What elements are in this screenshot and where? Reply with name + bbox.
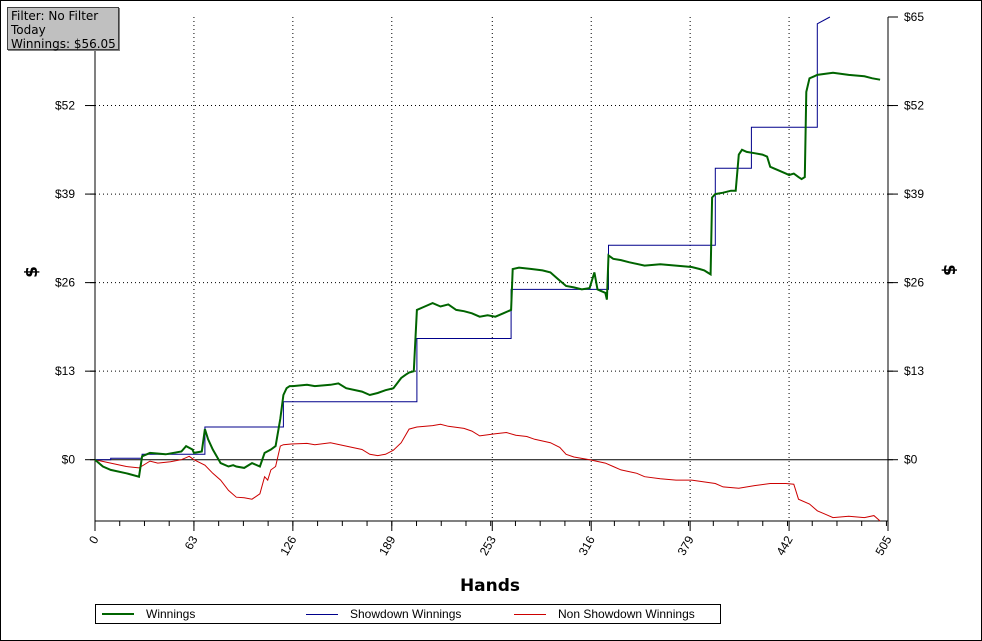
period-text: Today (11, 23, 46, 37)
tick-labels: 0 63 126 189 253 316 379 442 505 $0 $0 $13 $13 $26 $26… (55, 10, 924, 558)
y-tick-label-right: $52 (904, 99, 924, 113)
grid-lines (95, 17, 888, 521)
legend-item-showdown: Showdown Winnings (306, 605, 461, 623)
x-tick-label: 253 (477, 533, 499, 558)
y-axis-title-right: $ (939, 264, 959, 276)
x-axis-title: Hands (460, 576, 520, 596)
y-axis-title-left: $ (22, 266, 42, 278)
legend-item-nonshowdown: Non Showdown Winnings (514, 605, 695, 623)
filter-info-box: Filter: No Filter Today Winnings: $56.05 (7, 7, 119, 51)
chart-legend: Winnings Showdown Winnings Non Showdown … (95, 604, 721, 624)
axis-ticks (85, 16, 898, 531)
legend-swatch-winnings (102, 613, 134, 615)
x-tick-label: 189 (376, 533, 398, 558)
x-tick-label: 63 (182, 533, 201, 552)
y-tick-label-left: $52 (55, 99, 75, 113)
legend-swatch-showdown (306, 613, 338, 615)
x-tick-label: 505 (872, 533, 894, 558)
legend-label-nonshowdown: Non Showdown Winnings (558, 607, 695, 621)
y-tick-label-left: $39 (55, 187, 75, 201)
winnings-line (94, 71, 881, 478)
x-tick-label: 0 (86, 533, 102, 546)
x-tick-label: 316 (576, 533, 598, 558)
y-tick-label-right: $0 (904, 453, 918, 467)
legend-swatch-nonshowdown (514, 613, 546, 615)
y-tick-label-right: $13 (904, 364, 924, 378)
y-tick-label-right: $26 (904, 276, 924, 290)
winnings-text: Winnings: $56.05 (11, 37, 116, 51)
series-lines (94, 16, 881, 522)
x-tick-label: 442 (774, 533, 796, 558)
y-tick-label-left: $13 (55, 364, 75, 378)
y-tick-label-right: $39 (904, 187, 924, 201)
y-tick-label-left: $0 (62, 453, 76, 467)
filter-text: Filter: No Filter (11, 9, 99, 23)
y-tick-label-left: $26 (55, 276, 75, 290)
x-tick-label: 126 (277, 533, 299, 558)
legend-label-showdown: Showdown Winnings (350, 607, 462, 621)
non-showdown-winnings-line (94, 423, 881, 522)
x-tick-label: 379 (675, 533, 697, 558)
legend-item-winnings: Winnings (102, 605, 195, 623)
legend-label-winnings: Winnings (146, 607, 196, 621)
y-tick-label-right: $65 (904, 10, 924, 24)
showdown-winnings-line (95, 16, 831, 461)
